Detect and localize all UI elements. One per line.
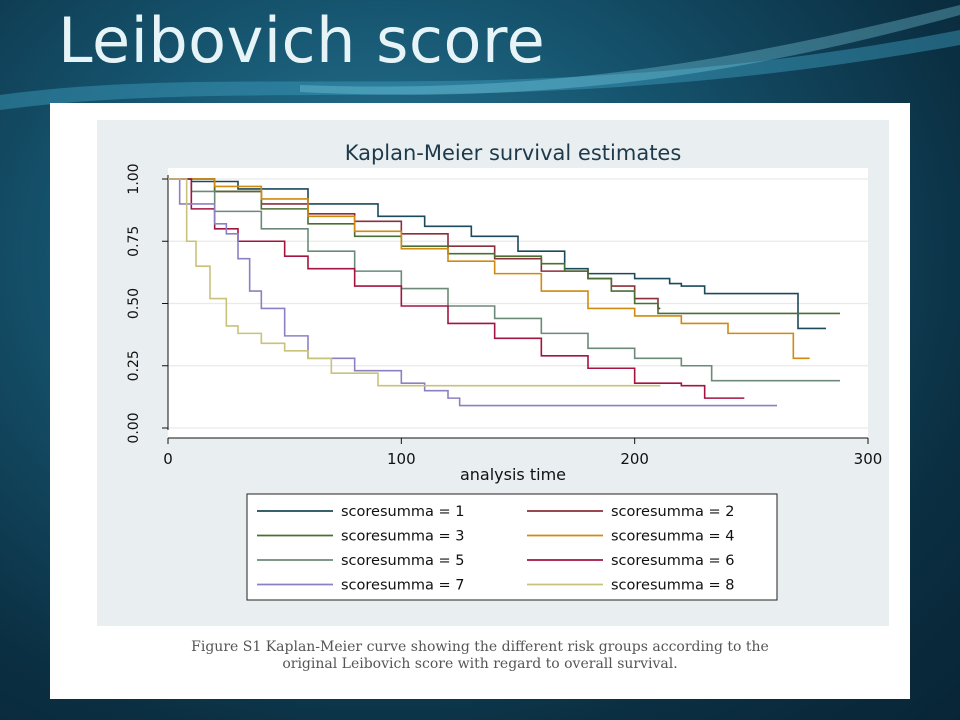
series-layer [168,178,840,407]
km-series-line [168,178,777,407]
figure-panel: Kaplan-Meier survival estimates 0.00 0.25… [50,103,910,699]
legend-label: scoresumma = 3 [341,529,464,545]
slide-title: Leibovich score [58,4,546,77]
figure-caption: Figure S1 Kaplan-Meier curve showing the… [50,639,910,673]
legend-box [246,493,778,601]
y-tick-label: 0.00 [126,412,142,443]
axis-layer: 0.00 0.25 0.50 0.75 1.00 0 100 200 300 [126,163,882,468]
legend-label: scoresumma = 6 [611,553,734,569]
header-swoosh [0,5,960,110]
legend-label: scoresumma = 7 [341,578,464,594]
legend-label: scoresumma = 1 [341,504,464,520]
legend: scoresumma = 1 scoresumma = 2 scoresumma =… [246,493,778,601]
x-tick-label: 200 [620,450,649,468]
legend-label: scoresumma = 2 [611,504,734,520]
km-series-line [168,178,810,360]
x-axis-label: analysis time [460,465,566,484]
legend-label: scoresumma = 4 [611,529,734,545]
caption-line-1: Figure S1 Kaplan-Meier curve showing the… [191,639,769,655]
km-series-line [168,178,661,387]
km-series-line [168,178,840,315]
y-tick-label: 0.50 [126,288,142,319]
km-series-line [168,178,745,399]
km-chart: Kaplan-Meier survival estimates 0.00 0.25… [97,120,889,626]
km-series-line [168,178,826,330]
x-tick-label: 300 [854,450,883,468]
caption-line-2: original Leibovich score with regard to … [282,656,678,672]
legend-label: scoresumma = 5 [341,553,464,569]
chart-title: Kaplan-Meier survival estimates [345,141,682,165]
x-tick-label: 0 [163,450,173,468]
km-series-line [168,178,661,310]
y-tick-label: 1.00 [126,163,142,194]
x-tick-label: 100 [387,450,416,468]
legend-label: scoresumma = 8 [611,578,734,594]
legend-items: scoresumma = 1 scoresumma = 2 scoresumma =… [257,504,734,594]
y-tick-label: 0.25 [126,350,142,381]
y-tick-label: 0.75 [126,226,142,257]
